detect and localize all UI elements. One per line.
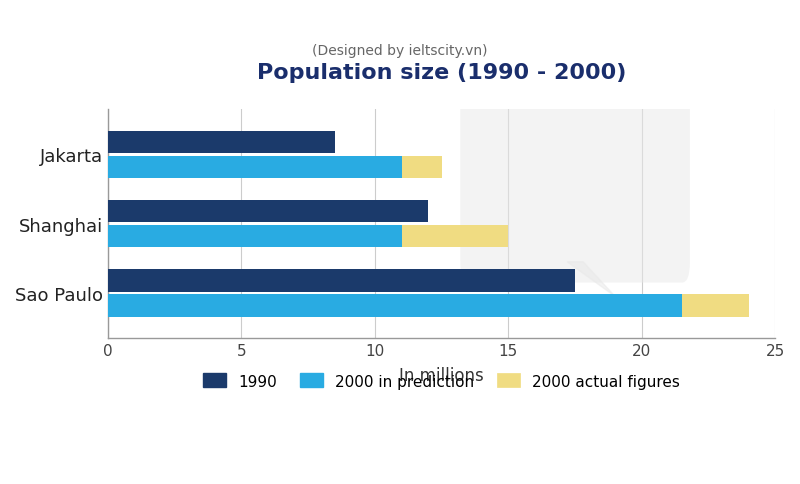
Bar bbox=[108, 200, 428, 223]
Bar bbox=[108, 270, 575, 292]
Bar bbox=[402, 156, 442, 179]
Text: (Designed by ieltscity.vn): (Designed by ieltscity.vn) bbox=[312, 44, 488, 58]
Polygon shape bbox=[567, 262, 615, 297]
Bar bbox=[108, 131, 335, 153]
Bar bbox=[108, 226, 402, 248]
Legend: 1990, 2000 in prediction, 2000 actual figures: 1990, 2000 in prediction, 2000 actual fi… bbox=[197, 367, 686, 395]
FancyBboxPatch shape bbox=[460, 89, 690, 283]
Bar bbox=[682, 295, 749, 317]
X-axis label: In millions: In millions bbox=[399, 366, 484, 384]
Bar bbox=[108, 295, 682, 317]
Title: Population size (1990 - 2000): Population size (1990 - 2000) bbox=[257, 63, 626, 83]
Bar bbox=[108, 156, 402, 179]
Bar bbox=[402, 226, 508, 248]
